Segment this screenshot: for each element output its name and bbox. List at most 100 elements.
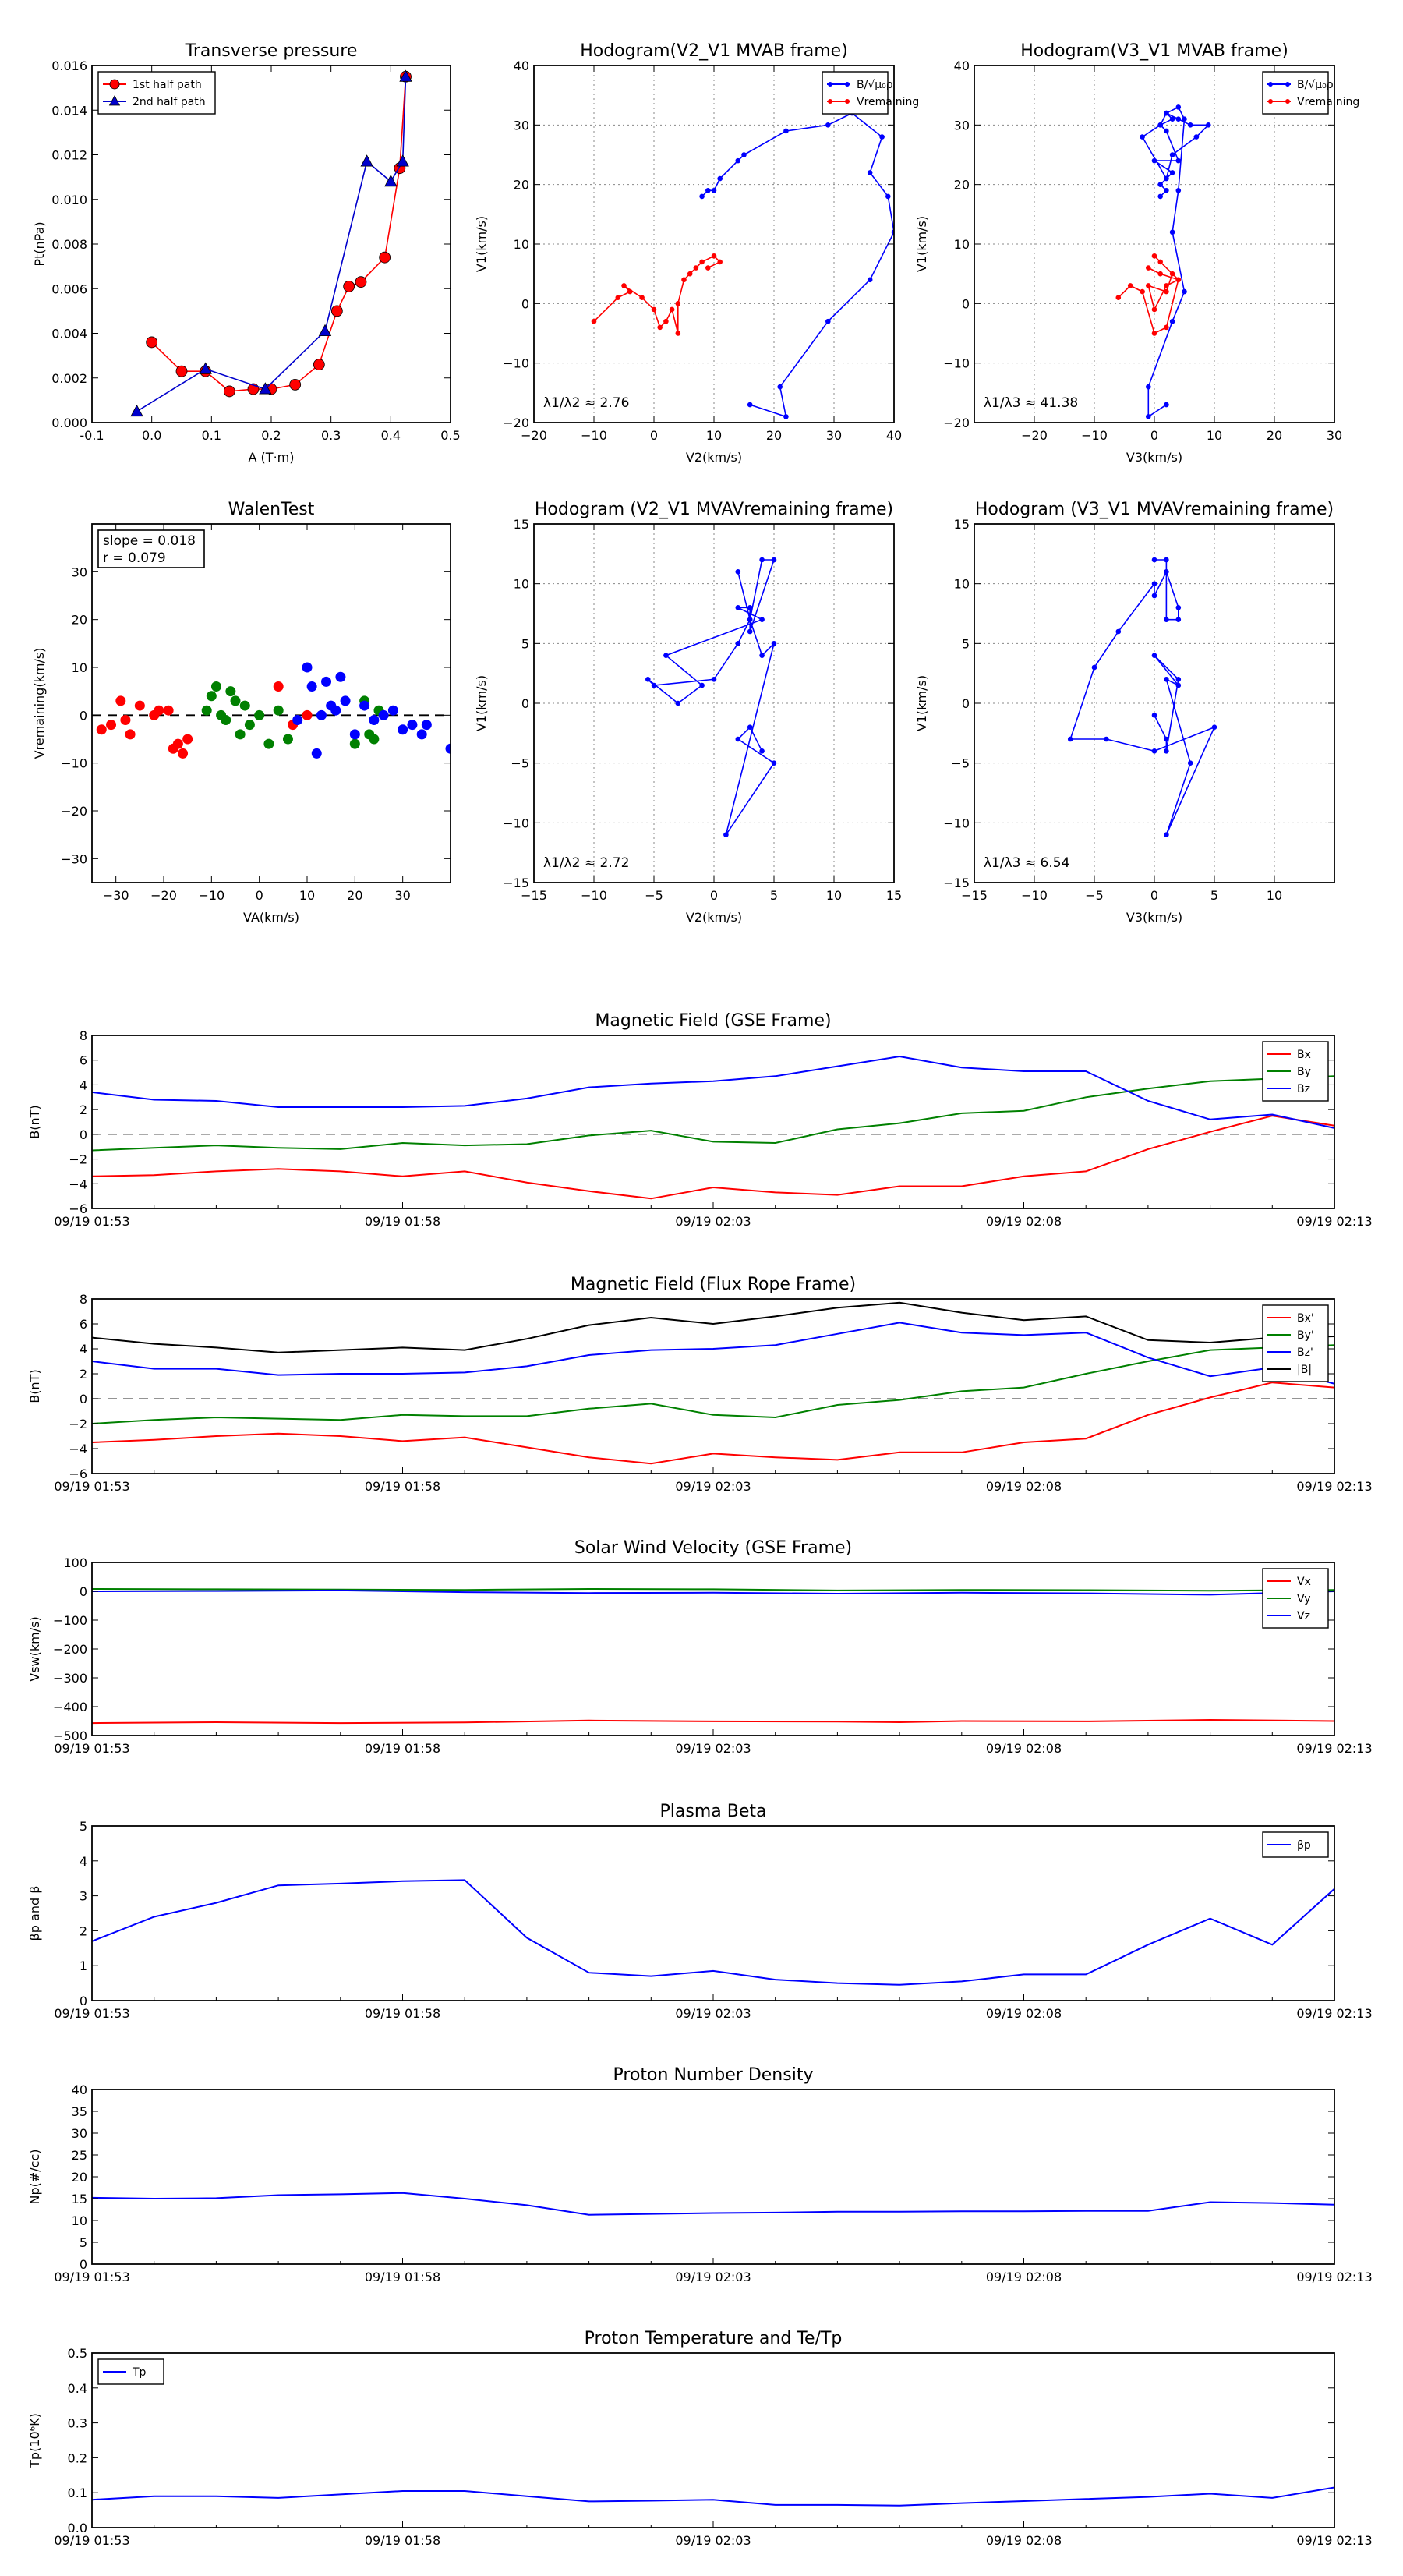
data-point xyxy=(747,724,753,730)
series-s0-line xyxy=(647,559,776,836)
y-tick-label: 0.016 xyxy=(51,58,87,73)
data-point xyxy=(230,695,241,706)
data-point xyxy=(1169,152,1175,157)
data-point xyxy=(1164,128,1169,134)
x-tick-label: −20 xyxy=(1021,428,1048,443)
y-tick-label: 10 xyxy=(954,237,970,252)
data-point xyxy=(1187,122,1193,128)
y-axis-label: B(nT) xyxy=(27,1369,42,1403)
plot-frame xyxy=(91,1825,1335,2001)
x-tick-label: 5 xyxy=(1210,888,1218,903)
series-s0-line xyxy=(702,112,894,418)
data-point xyxy=(1164,175,1169,182)
y-tick-label: −10 xyxy=(61,756,87,771)
legend-label: Bx xyxy=(1297,1049,1311,1061)
data-point xyxy=(1169,229,1175,235)
legend-marker xyxy=(109,79,120,90)
x-tick-label: 09/19 02:08 xyxy=(986,1741,1062,1756)
y-tick-label: −10 xyxy=(943,816,970,830)
x-tick-label: 20 xyxy=(1267,428,1282,443)
data-point xyxy=(627,288,633,295)
data-point xyxy=(175,365,188,377)
data-point xyxy=(407,720,418,731)
chart-h3: −15 −10 −5 0 5 10 15 −15 −10 −5 0 5 10 15 Hodogram (V2… xyxy=(474,500,902,925)
legend-label: B/√μ₀ρ xyxy=(857,79,893,91)
y-tick-label: 0 xyxy=(80,2257,87,2272)
data-point xyxy=(1164,283,1169,288)
series-vz-line xyxy=(92,1589,1334,1596)
data-point xyxy=(1182,116,1187,122)
data-point xyxy=(1175,277,1182,283)
x-tick-label: 0 xyxy=(1150,888,1158,903)
y-tick-label: −6 xyxy=(69,1201,87,1216)
x-tick-label: 09/19 02:13 xyxy=(1296,1479,1372,1494)
plot-area xyxy=(92,2486,1334,2507)
y-tick-label: 0 xyxy=(962,296,970,311)
data-point xyxy=(747,628,753,635)
x-tick-label: −10 xyxy=(581,428,607,443)
data-point xyxy=(747,605,753,610)
x-tick-label: 40 xyxy=(886,428,902,443)
y-tick-label: 25 xyxy=(72,2148,87,2163)
data-point xyxy=(1146,283,1151,288)
plot-area xyxy=(130,69,412,417)
y-tick-label: 30 xyxy=(514,118,529,133)
data-point xyxy=(1164,188,1169,193)
y-tick-label: −2 xyxy=(69,1417,87,1431)
chart-title: Hodogram(V3_V1 MVAB frame) xyxy=(1020,41,1288,61)
chart-title: Hodogram (V2_V1 MVAVremaining frame) xyxy=(535,500,893,519)
data-point xyxy=(379,251,391,264)
plot-frame xyxy=(91,523,451,883)
data-point xyxy=(735,569,741,575)
data-point xyxy=(120,714,131,725)
x-tick-label: 0.1 xyxy=(202,428,221,443)
x-tick-label: 09/19 01:53 xyxy=(54,2533,129,2548)
data-point xyxy=(306,681,317,692)
y-tick-label: −6 xyxy=(69,1467,87,1481)
data-point xyxy=(399,69,412,82)
data-point xyxy=(343,280,355,292)
x-tick-label: −20 xyxy=(521,428,547,443)
y-tick-label: 4 xyxy=(80,1854,87,1869)
data-point xyxy=(1164,832,1169,837)
x-tick-label: -0.1 xyxy=(80,428,104,443)
x-axis-label: V3(km/s) xyxy=(1126,910,1182,925)
data-point xyxy=(282,734,293,745)
data-point xyxy=(235,729,246,740)
y-tick-label: 0 xyxy=(521,696,529,711)
chart-tp: 0.000 0.002 0.004 0.006 0.008 0.010 0.012 0.014… xyxy=(32,41,461,465)
chart-h2: −20 −10 0 10 20 30 40 −20 −10 0 10 20 30 Hodogram(V3_… xyxy=(914,41,1359,465)
data-point xyxy=(1164,557,1169,563)
legend-marker xyxy=(1285,99,1290,104)
y-tick-label: 20 xyxy=(72,2170,87,2185)
plot-frame xyxy=(91,1562,1335,1736)
y-tick-label: 5 xyxy=(80,2235,87,2250)
y-tick-label: −30 xyxy=(61,851,87,866)
y-tick-label: 2 xyxy=(80,1367,87,1382)
y-axis-label: V1(km/s) xyxy=(474,675,489,731)
y-tick-label: −5 xyxy=(511,756,529,771)
series-b-line xyxy=(92,1301,1334,1353)
data-point xyxy=(1164,748,1169,754)
y-axis-label: B(nT) xyxy=(27,1105,42,1138)
data-point xyxy=(1140,134,1145,140)
data-point xyxy=(1164,288,1169,295)
y-tick-label: 20 xyxy=(72,613,87,628)
chart-title: Proton Number Density xyxy=(613,2065,814,2085)
y-tick-label: 0 xyxy=(80,708,87,723)
data-point xyxy=(421,720,432,731)
legend-label: Bz xyxy=(1297,1083,1310,1095)
data-point xyxy=(330,705,341,716)
data-point xyxy=(1169,271,1175,277)
y-tick-label: 0 xyxy=(80,1127,87,1142)
x-tick-label: 30 xyxy=(826,428,842,443)
x-tick-label: 09/19 02:03 xyxy=(675,2270,751,2284)
y-tick-label: 0.0 xyxy=(68,2521,87,2535)
data-point xyxy=(172,738,183,749)
data-point xyxy=(735,641,741,646)
legend-marker xyxy=(828,99,832,104)
data-point xyxy=(735,157,741,164)
chart-mf_gse: −6 −4 −2 0 2 4 6 8 09/19 01:53 09/19 01:58 09/19 0… xyxy=(27,1011,1373,1229)
legend-box xyxy=(822,71,889,115)
data-point xyxy=(717,175,723,182)
